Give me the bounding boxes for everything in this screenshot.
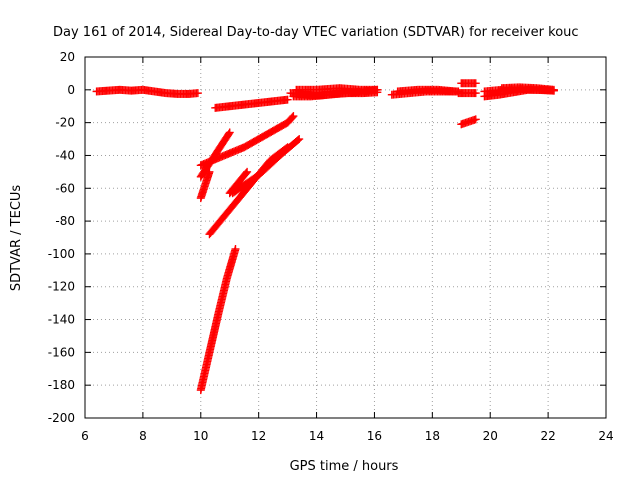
data-point — [193, 89, 202, 98]
chart-title: Day 161 of 2014, Sidereal Day-to-day VTE… — [53, 25, 579, 40]
x-tick-label: 14 — [309, 429, 324, 443]
y-tick-label: -180 — [48, 378, 75, 392]
axis-ticks: 6 8 10 12 14 16 18 20 22 24 20 0 -20 -40 -60 -80 -100 -12… — [48, 50, 614, 443]
data-point — [549, 85, 558, 94]
y-tick-label: -20 — [55, 116, 75, 130]
data-point — [242, 169, 251, 178]
x-tick-label: 10 — [193, 429, 208, 443]
data-points — [92, 79, 558, 395]
y-tick-label: -80 — [55, 214, 75, 228]
data-point — [205, 167, 214, 176]
y-tick-label: -100 — [48, 247, 75, 261]
data-point — [373, 85, 382, 94]
data-point — [471, 115, 480, 124]
data-point — [225, 128, 234, 137]
x-tick-label: 24 — [598, 429, 613, 443]
data-point — [295, 135, 304, 144]
x-tick-label: 20 — [483, 429, 498, 443]
y-tick-label: -60 — [55, 181, 75, 195]
y-axis-label: SDTVAR / TECUs — [9, 185, 24, 292]
data-point — [231, 244, 240, 253]
y-tick-label: -160 — [48, 345, 75, 359]
y-tick-label: 20 — [60, 50, 75, 64]
y-tick-label: -40 — [55, 148, 75, 162]
data-point — [224, 129, 233, 138]
x-tick-label: 12 — [251, 429, 266, 443]
plot-frame — [84, 56, 607, 419]
data-point — [471, 89, 480, 98]
y-tick-label: -200 — [48, 411, 75, 425]
y-tick-label: 0 — [67, 83, 75, 97]
data-point — [289, 112, 298, 121]
y-tick-label: -140 — [48, 313, 75, 327]
data-point — [471, 79, 480, 88]
x-tick-label: 16 — [367, 429, 382, 443]
y-tick-label: -120 — [48, 280, 75, 294]
grid-lines — [85, 57, 606, 418]
data-point — [294, 136, 303, 145]
data-point — [243, 167, 252, 176]
data-point — [283, 95, 292, 104]
x-tick-label: 22 — [540, 429, 555, 443]
x-tick-label: 18 — [425, 429, 440, 443]
x-axis-label: GPS time / hours — [290, 459, 399, 474]
x-tick-label: 8 — [139, 429, 147, 443]
x-tick-label: 6 — [81, 429, 89, 443]
data-point — [288, 113, 297, 122]
